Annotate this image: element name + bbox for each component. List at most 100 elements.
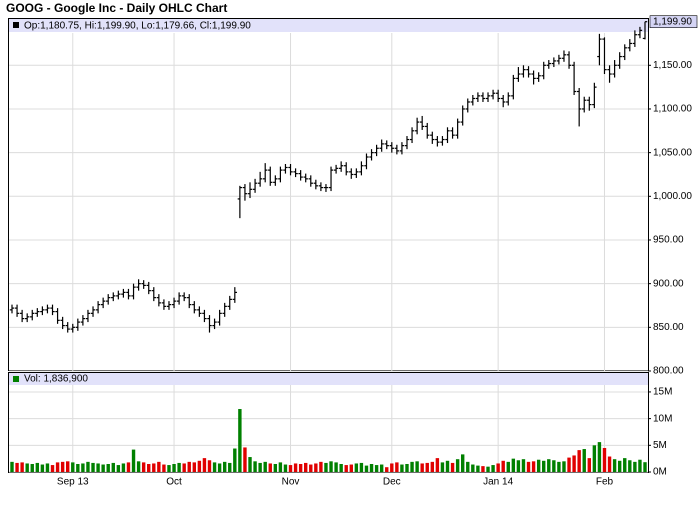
volume-bar [623, 458, 627, 472]
volume-bar [481, 466, 485, 472]
volume-bar [182, 463, 186, 472]
volume-bar [111, 462, 115, 472]
volume-bar [147, 463, 151, 472]
volume-bar [628, 460, 632, 472]
volume-bar [30, 463, 34, 472]
chart-title: GOOG - Google Inc - Daily OHLC Chart [6, 1, 227, 15]
volume-bar [415, 461, 419, 472]
volume-bar [420, 463, 424, 472]
y-tick-label: 950.00 [653, 235, 684, 246]
volume-bar [440, 462, 445, 472]
volume-bar [526, 461, 531, 472]
volume-bar [60, 461, 65, 472]
volume-bar [162, 464, 166, 472]
grid [9, 33, 648, 473]
volume-bar [66, 461, 70, 472]
last-price-label: 1,199.90 [653, 16, 692, 27]
volume-bar [319, 461, 323, 472]
volume-bar [390, 463, 394, 472]
volume-bar [96, 463, 100, 472]
volume-bar [50, 465, 55, 472]
volume-bar [516, 460, 521, 472]
volume-bar [157, 461, 161, 472]
volume-bar [379, 464, 384, 472]
y-tick-label: 10M [653, 413, 672, 424]
volume-bar [557, 461, 561, 472]
volume-bar [491, 465, 495, 472]
volume-bar [324, 462, 328, 472]
volume-bar [136, 461, 141, 472]
x-tick-label: Jan 14 [483, 477, 513, 488]
y-tick-label: 5M [653, 440, 667, 451]
volume-bar [521, 459, 526, 472]
volume-bar [248, 457, 252, 472]
volume-header [9, 373, 648, 385]
volume-bar [86, 461, 90, 472]
volume-bar [192, 462, 197, 472]
volume-bar [567, 457, 571, 472]
y-tick-label: 900.00 [653, 278, 684, 289]
volume-legend: Vol: 1,836,900 [24, 374, 88, 385]
volume-bar [304, 462, 308, 472]
volume-bar [243, 447, 247, 472]
volume-bar [25, 463, 29, 472]
volume-bar [45, 463, 50, 472]
volume-bar [268, 463, 272, 472]
volume-bar [552, 460, 556, 472]
volume-bar [617, 460, 622, 472]
volume-bar [278, 462, 283, 472]
volume-bar [91, 462, 95, 472]
volume-bar [587, 458, 591, 472]
y-tick-label: 850.00 [653, 322, 684, 333]
x-tick-label: Dec [383, 477, 401, 488]
volume-bar [71, 462, 75, 472]
volume-bar [81, 463, 85, 472]
volume-bar [15, 462, 19, 472]
volume-bar [212, 462, 217, 472]
marks [9, 21, 648, 472]
volume-bar [233, 448, 237, 472]
volume-bar [395, 462, 399, 472]
y-tick-label: 15M [653, 387, 672, 398]
volume-bar [222, 461, 227, 472]
x-tick-label: Feb [596, 477, 614, 488]
volume-bar [633, 461, 637, 472]
volume-bar [202, 458, 207, 472]
volume-bar [334, 462, 338, 472]
volume-bar [531, 461, 536, 472]
volume-bar [506, 461, 510, 472]
volume-bar [602, 447, 607, 472]
x-tick-label: Oct [166, 477, 182, 488]
volume-bar [405, 463, 409, 472]
volume-bar [572, 455, 576, 472]
volume-bar [253, 461, 257, 472]
volume-bar [359, 462, 364, 472]
volume-bar [369, 463, 374, 472]
volume-bar [20, 462, 24, 472]
volume-bar [177, 462, 181, 472]
price-legend: Op:1,180.75, Hi:1,199.90, Lo:1,179.66, C… [24, 21, 251, 32]
volume-bar [344, 465, 348, 472]
volume-bar [172, 463, 176, 472]
legend-swatch [13, 22, 19, 28]
volume-bar [374, 465, 379, 472]
volume-bar [542, 460, 546, 472]
volume-bar [10, 461, 14, 472]
volume-bar [141, 462, 146, 472]
x-tick-label: Sep 13 [57, 477, 89, 488]
volume-bar [121, 463, 126, 472]
volume-bar [329, 461, 333, 472]
volume-bar [288, 465, 293, 472]
volume-bar [607, 456, 612, 472]
volume-bar [612, 459, 617, 472]
volume-bar [197, 460, 202, 472]
volume-bar [400, 464, 404, 472]
volume-bar [293, 463, 298, 472]
volume-bar [385, 467, 389, 472]
volume-bar [131, 449, 136, 472]
volume-bar [562, 461, 566, 472]
volume-bar [354, 463, 359, 472]
volume-bar [101, 464, 105, 472]
volume-bar [435, 458, 440, 472]
